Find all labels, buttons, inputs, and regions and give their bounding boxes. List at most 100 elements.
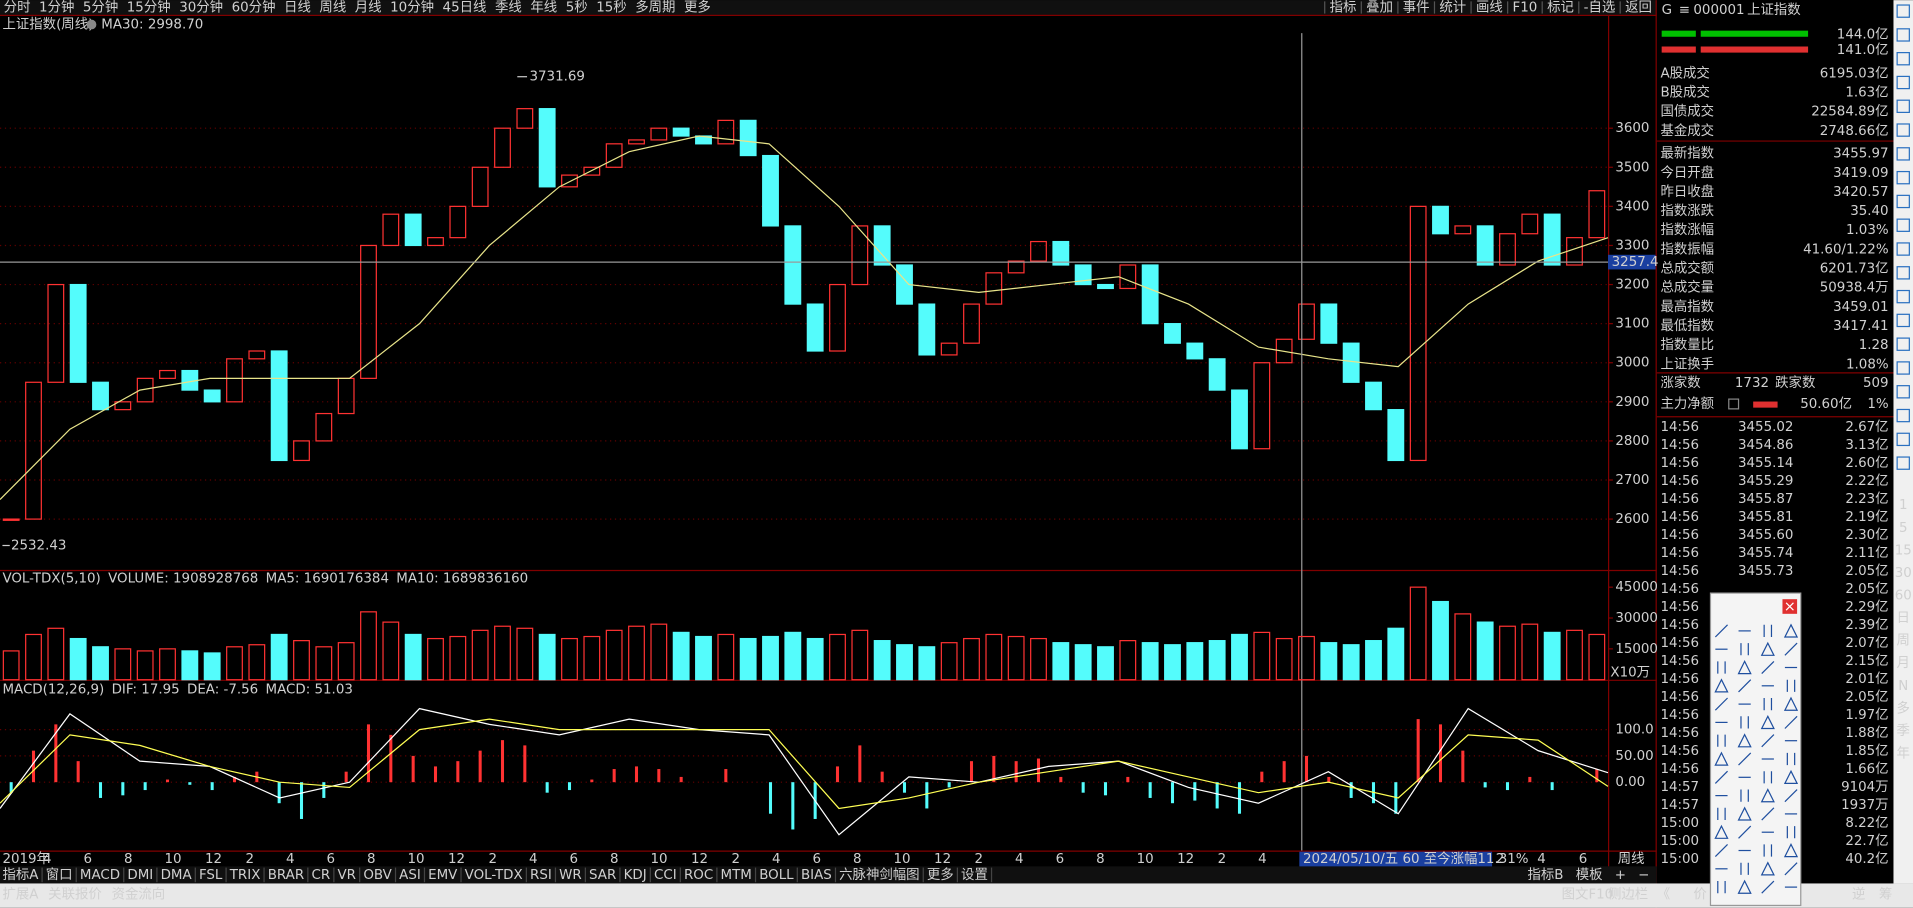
side-icon[interactable] [1896,408,1910,423]
indicator-tab[interactable]: 设置 [961,867,988,883]
toolbar-button[interactable]: 标记 [1547,0,1574,15]
toolbar-button[interactable]: 叠加 [1366,0,1393,15]
toolbar-button[interactable]: 返回 [1625,0,1652,15]
tool-icon[interactable] [1714,678,1729,693]
toolbar-button[interactable]: F10 [1513,0,1538,15]
side-icon[interactable] [1896,266,1910,280]
tool-icon[interactable] [1737,660,1752,675]
tool-icon[interactable] [1738,679,1752,693]
tool-icon[interactable] [1717,807,1726,821]
side-icon[interactable] [1896,147,1910,161]
side-period[interactable]: 多 [1897,699,1910,716]
tool-icon[interactable] [1737,806,1752,821]
side-icon[interactable] [1896,28,1910,42]
side-icon[interactable] [1896,218,1910,232]
indicator-tab[interactable]: + [1615,868,1626,883]
side-period[interactable]: 日 [1897,611,1910,626]
settings-icon[interactable] [86,19,97,30]
indicator-tab[interactable]: CR [312,868,331,883]
toolbar-button[interactable]: 统计 [1439,0,1466,15]
indicator-tab[interactable]: 窗口 [46,866,73,883]
toolbar-button[interactable]: 事件 [1403,0,1430,15]
side-period[interactable]: 年 [1897,746,1910,762]
period-tab[interactable]: 5分钟 [83,0,118,15]
bottom-tab[interactable]: 扩展A [2,886,39,902]
tool-icon[interactable] [1761,880,1775,894]
indicator-tab[interactable]: TRIX [229,868,261,883]
bottom-button[interactable]: 价 [1693,887,1706,902]
indicator-tab[interactable]: DMA [161,868,193,883]
bottom-button[interactable]: 逆 [1852,886,1865,902]
indicator-tab[interactable]: ASI [399,868,421,883]
tool-icon[interactable] [1740,643,1749,656]
indicator-tab[interactable]: EMV [428,868,458,883]
side-icon[interactable] [1896,456,1910,470]
tool-icon[interactable] [1761,807,1775,821]
tool-icon[interactable] [1714,770,1728,784]
indicator-tab[interactable]: MACD [80,868,120,883]
indicator-tab[interactable]: VR [338,868,357,883]
indicator-tab[interactable]: 模板 [1576,867,1603,883]
indicator-tab[interactable]: BRAR [268,868,304,883]
indicator-tab[interactable]: − [1638,868,1649,883]
side-icon[interactable] [1896,289,1910,304]
period-tab[interactable]: 周线 [319,0,346,15]
indicator-tab[interactable]: ROC [684,868,713,883]
tool-icon[interactable] [1786,679,1796,692]
period-tab[interactable]: 月线 [355,0,382,15]
tool-icon[interactable] [1783,843,1799,858]
period-tab[interactable]: 60分钟 [232,0,276,15]
tool-icon[interactable] [1738,752,1752,766]
toolbar-button[interactable]: 指标 [1330,0,1357,15]
tool-icon[interactable] [1763,624,1773,638]
indicator-tab[interactable]: BIAS [801,868,832,883]
indicator-tab[interactable]: 指标A [2,867,39,883]
side-icon[interactable] [1896,4,1910,18]
period-tab[interactable]: 30分钟 [179,0,223,15]
bottom-button[interactable]: 《 [1657,887,1670,902]
side-icon[interactable] [1896,313,1910,328]
period-tab[interactable]: 日线 [284,0,311,15]
tool-icon[interactable] [1784,862,1798,876]
tool-icon[interactable] [1717,881,1726,894]
tool-icon[interactable] [1763,844,1773,857]
tool-icon[interactable] [1714,697,1728,711]
tool-icon[interactable] [1760,714,1775,730]
side-icon[interactable] [1896,52,1910,66]
side-period[interactable]: 5 [1899,521,1908,536]
bottom-tab[interactable]: 关联报价 [48,886,102,902]
indicator-tab[interactable]: RSI [530,868,552,883]
side-period[interactable]: 月 [1897,656,1910,671]
tool-icon[interactable] [1740,789,1749,802]
tool-icon[interactable] [1784,642,1798,656]
tool-icon[interactable] [1717,661,1726,674]
tool-icon[interactable] [1784,789,1798,803]
indicator-tab[interactable]: 更多 [927,866,954,883]
tool-icon[interactable] [1760,641,1775,656]
tool-icon[interactable] [1783,623,1799,638]
tool-icon[interactable] [1760,861,1775,876]
side-icon[interactable] [1896,75,1910,90]
side-icon[interactable] [1896,123,1910,137]
bottom-button[interactable]: 筹 [1879,885,1892,902]
indicator-tab[interactable]: CCI [654,868,677,883]
tool-icon[interactable] [1760,788,1775,803]
side-icon[interactable] [1896,194,1910,209]
indicator-tab[interactable]: VOL-TDX [465,868,523,883]
side-icon[interactable] [1896,361,1910,375]
tool-icon[interactable] [1714,624,1728,638]
tool-icon[interactable] [1714,824,1729,839]
side-icon[interactable] [1896,385,1910,399]
side-icon[interactable] [1896,337,1910,351]
indicator-tab[interactable]: FSL [199,868,223,883]
tool-icon[interactable] [1783,696,1799,711]
side-period[interactable]: N [1898,679,1908,694]
side-period[interactable]: 周 [1897,634,1910,649]
period-tab[interactable]: 45日线 [443,0,487,15]
tool-icon[interactable] [1786,826,1796,839]
indicator-tab[interactable]: DMI [127,868,153,883]
period-tab[interactable]: 10分钟 [390,0,434,15]
bottom-button[interactable]: 侧边栏 [1608,886,1648,902]
tool-icon[interactable] [1737,879,1752,894]
period-tab[interactable]: 更多 [684,0,711,15]
